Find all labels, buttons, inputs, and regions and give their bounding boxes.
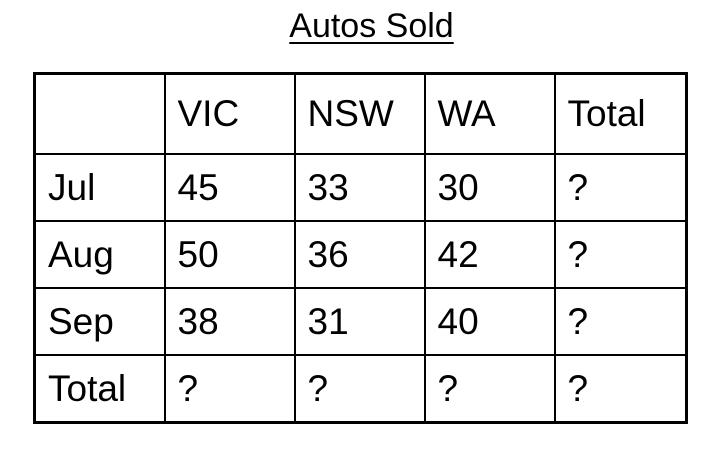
table-cell: ? <box>293 354 426 424</box>
table-row: Sep 38 31 40 ? <box>33 287 688 356</box>
header-row: VIC NSW WA Total <box>33 72 688 155</box>
table-cell: ? <box>553 153 688 222</box>
table-cell: ? <box>553 220 688 289</box>
table-cell: 50 <box>163 220 296 289</box>
table-cell: 33 <box>293 153 426 222</box>
table-cell: 38 <box>163 287 296 356</box>
row-label-aug: Aug <box>33 220 166 289</box>
table-cell: 40 <box>423 287 556 356</box>
corner-cell <box>33 72 166 155</box>
table-row: Total ? ? ? ? <box>33 354 688 424</box>
table-row: Aug 50 36 42 ? <box>33 220 688 289</box>
table-row: Jul 45 33 30 ? <box>33 153 688 222</box>
table-cell: 45 <box>163 153 296 222</box>
table-cell: 36 <box>293 220 426 289</box>
column-header-nsw: NSW <box>293 72 426 155</box>
table-cell: 31 <box>293 287 426 356</box>
table-cell: ? <box>553 354 688 424</box>
table-cell: 42 <box>423 220 556 289</box>
row-label-jul: Jul <box>33 153 166 222</box>
column-header-wa: WA <box>423 72 556 155</box>
table-cell: 30 <box>423 153 556 222</box>
column-header-vic: VIC <box>163 72 296 155</box>
table-cell: ? <box>163 354 296 424</box>
row-label-sep: Sep <box>33 287 166 356</box>
column-header-total: Total <box>553 72 688 155</box>
table-cell: ? <box>553 287 688 356</box>
table-cell: ? <box>423 354 556 424</box>
row-label-total: Total <box>33 354 166 424</box>
autos-sold-table: VIC NSW WA Total Jul 45 33 30 ? Aug 50 3… <box>33 72 688 424</box>
table-title: Autos Sold <box>289 7 454 45</box>
